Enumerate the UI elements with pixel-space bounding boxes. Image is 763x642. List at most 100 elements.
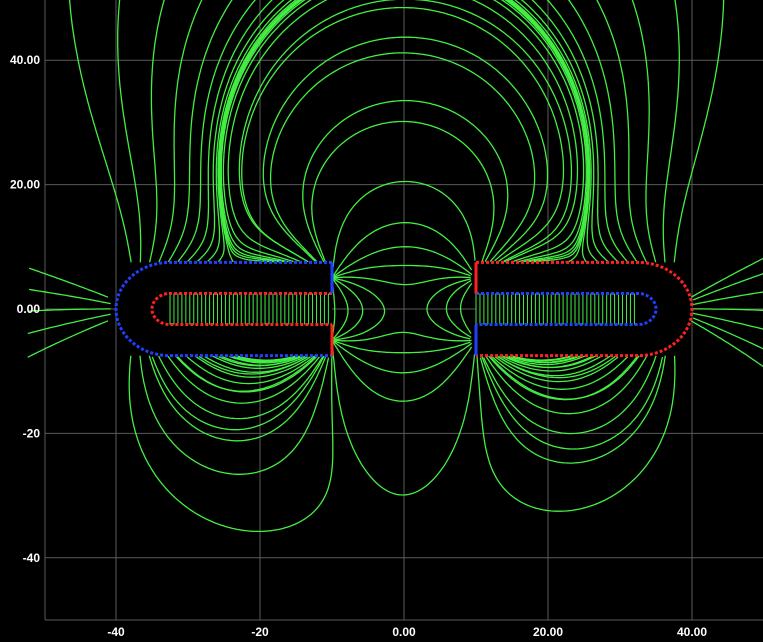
field-line xyxy=(426,278,471,333)
field-lines xyxy=(27,0,763,533)
field-line xyxy=(662,0,680,259)
field-line xyxy=(220,0,306,259)
field-line xyxy=(200,355,312,378)
field-line xyxy=(229,355,242,361)
field-line xyxy=(358,264,471,277)
field-line xyxy=(485,356,646,415)
y-tick-label: -20 xyxy=(23,426,41,440)
field-line xyxy=(200,0,285,259)
field-line xyxy=(190,355,316,385)
field-line xyxy=(170,356,320,404)
field-line xyxy=(180,356,317,393)
field-line xyxy=(643,257,647,263)
field-line xyxy=(583,257,587,263)
field-line xyxy=(236,355,272,361)
field-line xyxy=(623,356,629,361)
field-line xyxy=(459,282,473,325)
outer-boundary xyxy=(114,260,332,358)
x-tick-labels: -40 -20 0.00 20.00 40.00 xyxy=(107,625,707,639)
field-line xyxy=(221,355,232,361)
field-line xyxy=(218,356,292,367)
field-line xyxy=(149,356,327,442)
field-line xyxy=(464,346,473,357)
x-tick-label: -20 xyxy=(251,625,269,639)
field-line xyxy=(499,355,595,372)
field-line xyxy=(699,320,763,350)
field-line xyxy=(613,257,618,262)
field-line xyxy=(27,315,101,335)
conductor-gap xyxy=(152,293,332,325)
field-line xyxy=(331,340,466,402)
conductor-right xyxy=(474,260,694,358)
field-line xyxy=(567,0,635,259)
field-line xyxy=(479,357,666,464)
field-line xyxy=(673,257,676,263)
field-line xyxy=(241,355,301,364)
field-line xyxy=(269,52,536,263)
field-line xyxy=(333,276,362,279)
field-line xyxy=(331,341,476,496)
outer-boundary xyxy=(476,260,694,358)
field-line xyxy=(643,355,648,361)
field-line xyxy=(593,356,601,361)
field-line xyxy=(333,285,386,341)
field-line xyxy=(219,0,304,259)
field-line xyxy=(241,257,274,263)
field-line xyxy=(509,355,564,364)
field-line xyxy=(692,317,701,322)
field-line xyxy=(68,0,132,259)
field-line xyxy=(151,356,323,431)
field-line xyxy=(653,355,657,361)
field-line xyxy=(455,342,473,355)
field-line xyxy=(311,356,316,361)
field-line xyxy=(613,356,619,361)
field-line xyxy=(311,120,495,262)
field-line xyxy=(342,222,473,271)
field-line xyxy=(190,0,273,259)
field-line xyxy=(302,99,509,262)
field-line xyxy=(332,261,344,278)
field-line xyxy=(321,355,325,361)
field-line xyxy=(593,257,598,262)
field-line xyxy=(526,257,554,263)
field-line xyxy=(321,257,325,263)
field-line xyxy=(167,355,172,361)
field-line xyxy=(332,263,353,279)
field-line xyxy=(238,0,573,263)
field-line xyxy=(332,180,476,264)
field-line xyxy=(501,0,587,259)
field-line xyxy=(511,355,554,362)
field-line xyxy=(129,257,132,263)
field-line xyxy=(217,257,222,263)
field-line xyxy=(707,315,763,330)
field-line xyxy=(331,293,349,341)
field-line xyxy=(508,0,590,259)
x-tick-label: 40.00 xyxy=(677,625,707,639)
field-line xyxy=(220,355,306,369)
field-line xyxy=(180,0,256,259)
field-line xyxy=(690,257,763,298)
field-line xyxy=(148,355,152,361)
field-line xyxy=(332,269,360,279)
field-line xyxy=(100,313,111,317)
y-tick-label: 40.00 xyxy=(10,53,40,67)
field-line xyxy=(27,320,109,358)
field-line xyxy=(241,6,565,263)
field-line xyxy=(170,0,233,259)
field-line xyxy=(494,356,615,383)
conductors xyxy=(114,260,694,358)
field-line xyxy=(531,0,615,259)
field-line xyxy=(497,355,605,377)
field-line xyxy=(489,356,494,361)
field-line xyxy=(187,257,192,262)
field-line xyxy=(603,257,608,262)
field-line xyxy=(692,301,708,306)
field-line xyxy=(707,291,763,303)
field-line xyxy=(351,246,473,276)
conductor-left xyxy=(114,260,334,358)
field-line xyxy=(117,0,142,258)
field-line xyxy=(505,355,575,366)
x-tick-label: 0.00 xyxy=(392,625,416,639)
field-line xyxy=(483,357,656,435)
